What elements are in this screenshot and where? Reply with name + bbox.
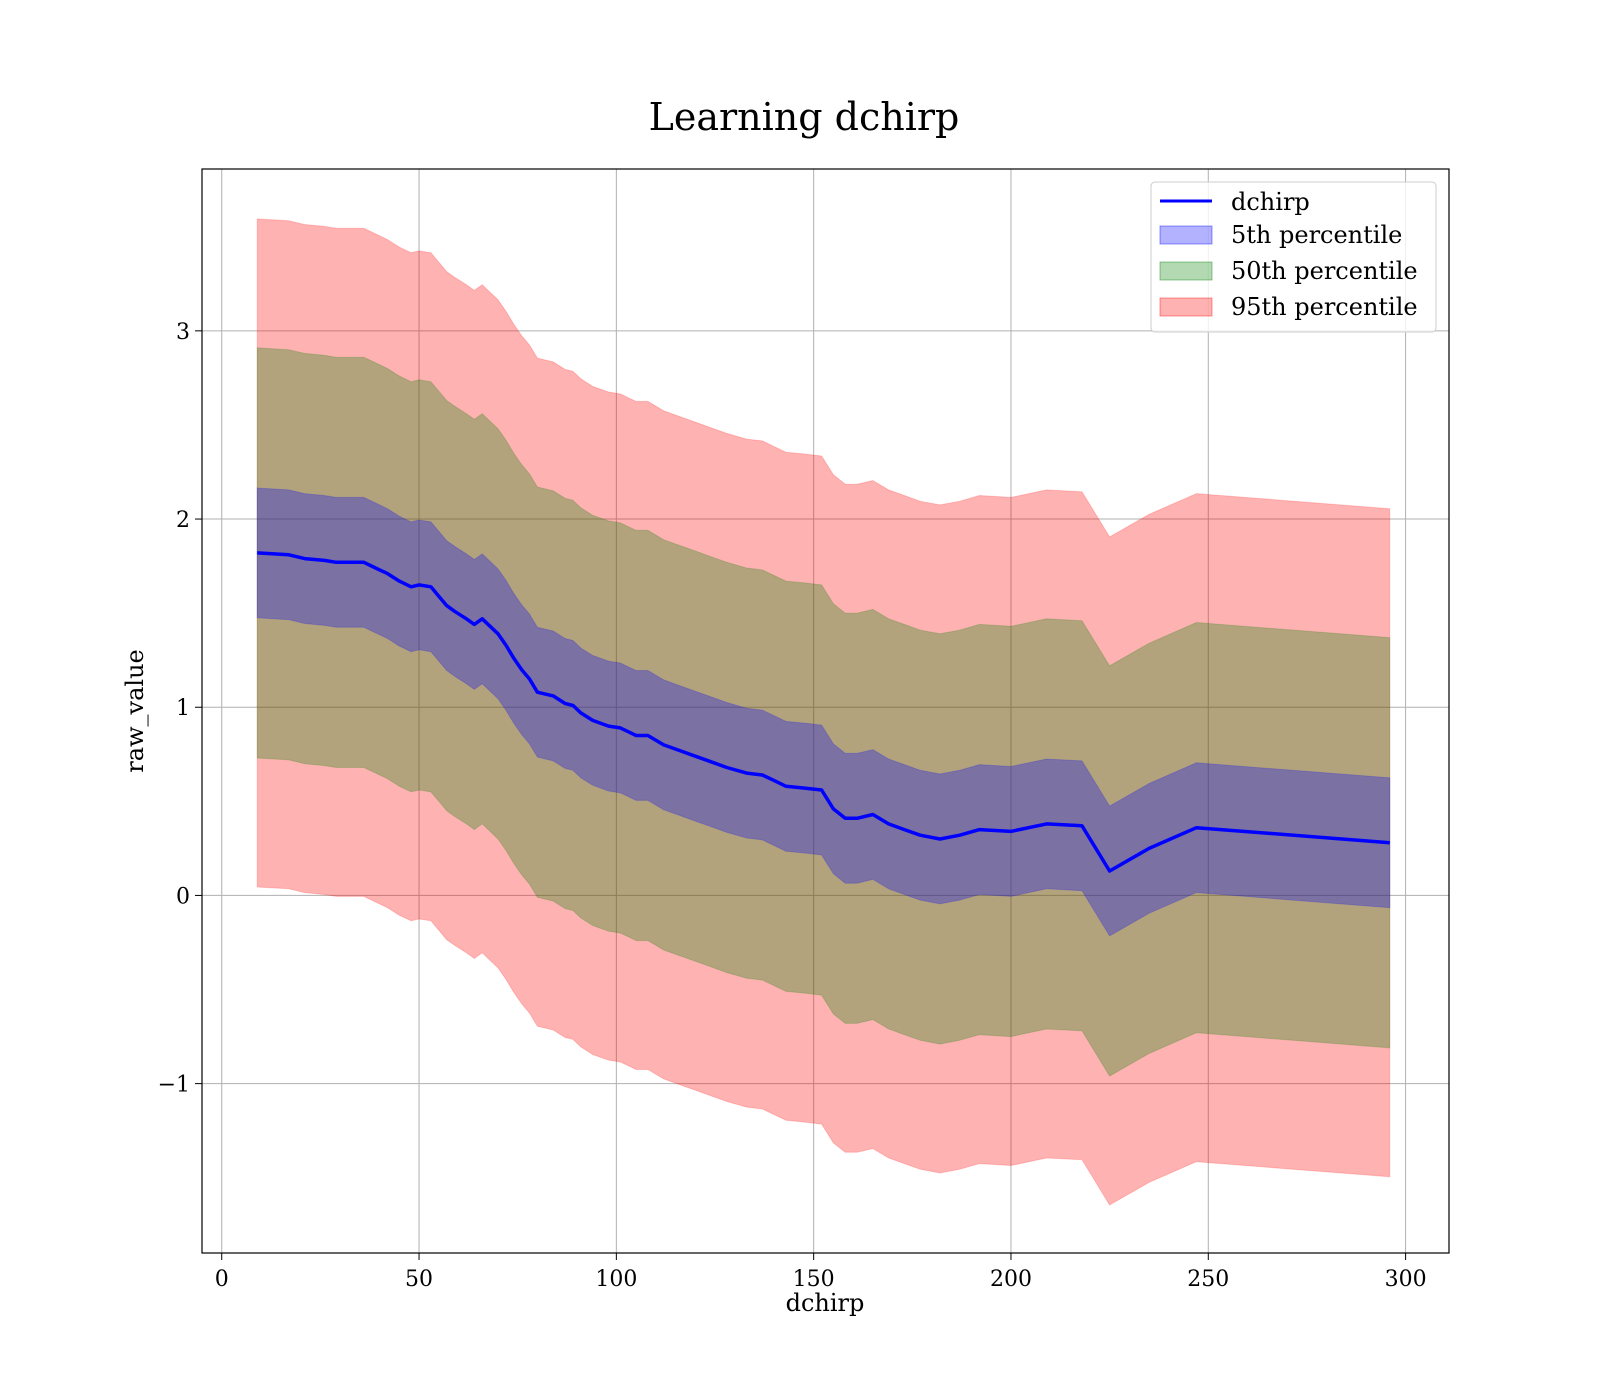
plot-frame <box>201 168 1450 1254</box>
legend-swatch-5th-percentile <box>1159 225 1213 245</box>
legend-swatch-50th-percentile <box>1159 261 1213 281</box>
legend-label-5th-percentile: 5th percentile <box>1231 221 1402 249</box>
percentile-bands <box>256 218 1391 1206</box>
x-axis-label: dchirp <box>786 1289 865 1317</box>
x-tick-label: 200 <box>990 1267 1032 1292</box>
legend-box <box>1150 181 1437 333</box>
band-50th-percentile <box>256 347 1391 1077</box>
legend-swatch-95th-percentile <box>1159 297 1213 317</box>
legend-label-95th-percentile: 95th percentile <box>1231 293 1418 321</box>
x-tick-label: 100 <box>595 1267 637 1292</box>
y-tick-label: 2 <box>176 508 190 533</box>
chart-title: Learning dchirp <box>649 95 960 139</box>
band-5th-percentile <box>256 487 1391 937</box>
legend-label-50th-percentile: 50th percentile <box>1231 257 1418 285</box>
x-tick-label: 150 <box>793 1267 835 1292</box>
y-tick-label: 1 <box>176 696 190 721</box>
x-tick-label: 0 <box>215 1267 229 1292</box>
series-line-dchirp <box>257 551 1390 873</box>
line-series <box>257 551 1390 873</box>
grid <box>202 169 1449 1253</box>
band-95th-percentile <box>256 218 1391 1206</box>
y-tick-label: −1 <box>158 1073 190 1098</box>
legend-label-dchirp: dchirp <box>1231 188 1310 216</box>
y-axis-label: raw_value <box>121 649 149 773</box>
x-tick-label: 50 <box>405 1267 433 1292</box>
x-tick-label: 300 <box>1385 1267 1427 1292</box>
y-tick-label: 0 <box>176 884 190 909</box>
x-tick-label: 250 <box>1187 1267 1229 1292</box>
axis-ticks: 0 50 100 150 200 250 300 −1 0 1 2 3 <box>158 320 1427 1292</box>
y-tick-label: 3 <box>176 320 190 345</box>
legend: dchirp 5th percentile 50th percentile 95th… <box>1150 181 1437 333</box>
legend-band-items: 5th percentile 50th percentile 95th percen… <box>1159 221 1418 321</box>
